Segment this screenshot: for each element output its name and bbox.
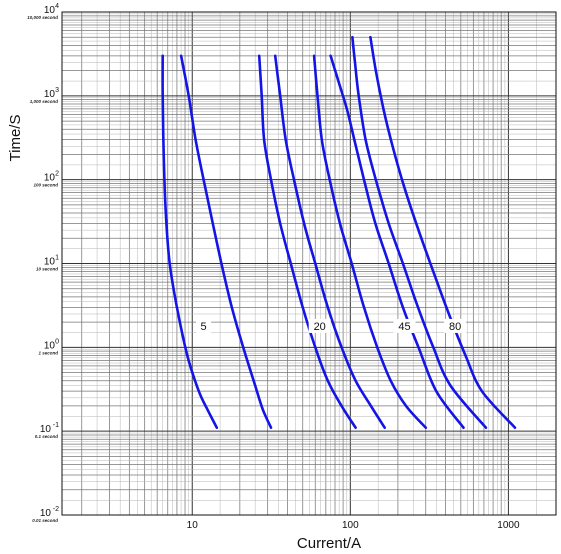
y-tick-exponent: -2 [53, 506, 59, 513]
series-line-4 [273, 54, 386, 429]
x-tick-labels: 10 100 1000 [187, 520, 520, 531]
y-axis-label: Time/S [7, 115, 24, 162]
y-tick-sublabel: 0.01 second [32, 518, 58, 523]
curve-label-box [444, 318, 467, 333]
y-tick-exponent: -1 [53, 422, 59, 429]
curves [161, 35, 517, 429]
grid [61, 12, 557, 516]
series-line-2 [179, 54, 273, 429]
x-tick-label: 1000 [497, 520, 520, 531]
y-tick-base: 10 [40, 424, 52, 435]
series-line-1 [161, 54, 219, 429]
x-axis-label: Current/A [297, 535, 361, 552]
curve-label-box [308, 318, 331, 333]
y-tick-base: 10 [44, 340, 56, 351]
series-line-7 [351, 35, 488, 429]
y-tick-label: 10 2 100 second [33, 171, 59, 188]
y-tick-base: 10 [44, 257, 56, 268]
y-tick-label: 10 -2 0.01 second [32, 506, 59, 523]
y-tick-label: 10 4 10,000 second [27, 3, 59, 20]
curve-labels: 5 20 45 80 [196, 318, 467, 333]
plot-frame [61, 11, 557, 516]
y-tick-sublabel: 100 second [33, 183, 58, 188]
series-line-6 [329, 54, 465, 429]
curve-label: 5 [201, 321, 207, 333]
y-tick-base: 10 [44, 173, 56, 184]
series-line-5 [312, 54, 428, 429]
series-line-8 [369, 35, 517, 429]
y-tick-base: 10 [40, 508, 52, 519]
y-tick-sublabel: 1 second [38, 350, 58, 355]
curve-label-box [393, 318, 416, 333]
curve-label: 45 [398, 321, 410, 333]
y-tick-sublabel: 10,000 second [27, 15, 58, 20]
x-tick-label: 10 [187, 520, 199, 531]
y-tick-exponent: 2 [55, 171, 59, 178]
curve-label: 80 [449, 321, 461, 333]
y-tick-sublabel: 10 second [36, 267, 58, 272]
curve-label: 20 [314, 321, 326, 333]
y-tick-label: 10 -1 0.1 second [35, 422, 59, 439]
x-tick-label: 100 [342, 520, 359, 531]
y-tick-sublabel: 1,000 second [30, 99, 59, 104]
y-tick-label: 10 3 1,000 second [30, 87, 59, 104]
y-tick-label: 10 0 1 second [38, 338, 59, 355]
y-tick-base: 10 [44, 5, 56, 16]
y-tick-exponent: 1 [55, 255, 59, 262]
y-tick-exponent: 4 [55, 3, 59, 10]
y-tick-label: 10 1 10 second [36, 255, 59, 272]
series-line-3 [257, 54, 357, 429]
curve-label-box [196, 318, 212, 333]
y-tick-base: 10 [44, 89, 56, 100]
y-tick-sublabel: 0.1 second [35, 434, 59, 439]
y-tick-exponent: 0 [55, 338, 59, 345]
y-tick-exponent: 3 [55, 87, 59, 94]
